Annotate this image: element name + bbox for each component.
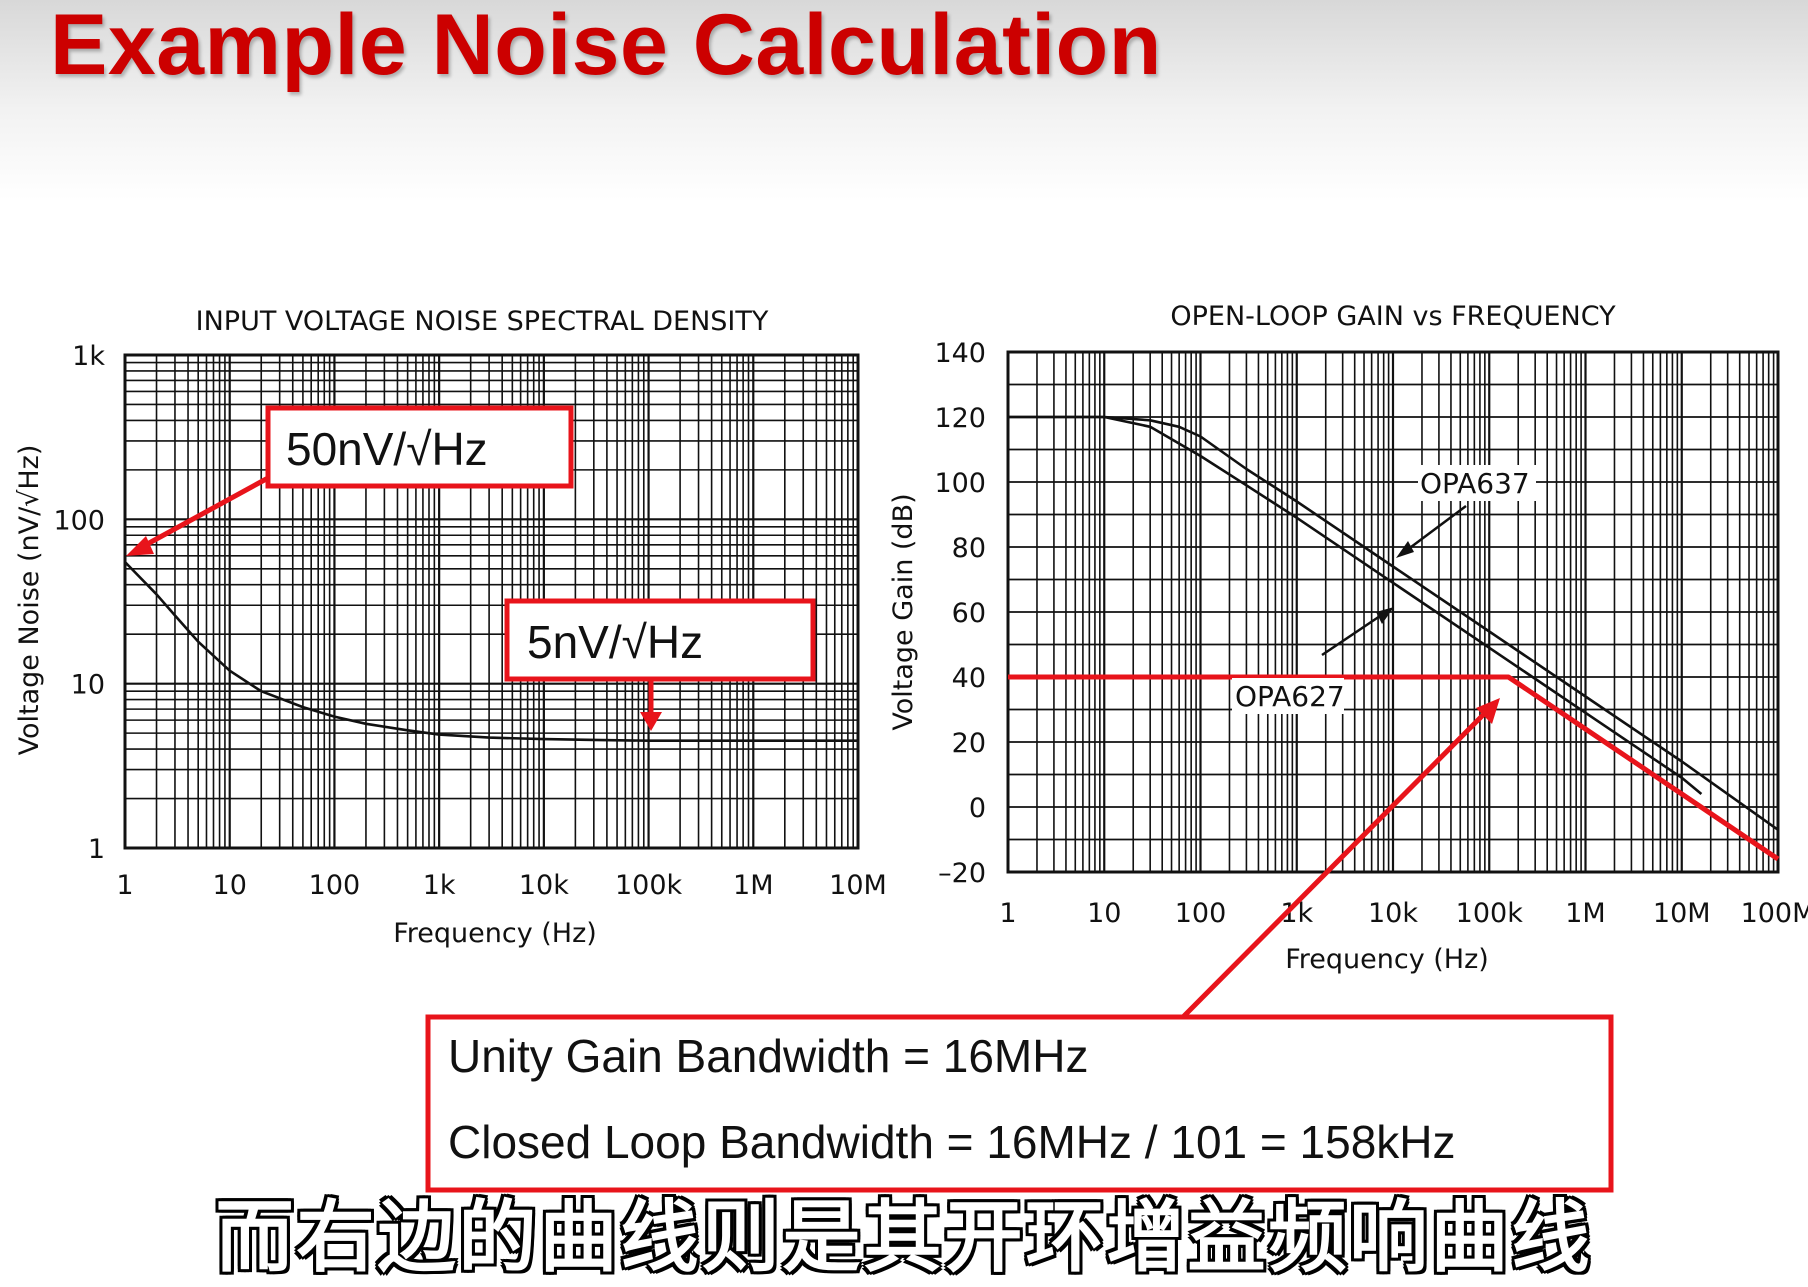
y-tick-label: 140 xyxy=(934,338,986,369)
callout-50nv-box xyxy=(265,405,574,489)
x-tick-label: 10k xyxy=(1368,898,1418,929)
callout-50nv-text: 50nV/√Hz xyxy=(286,423,488,475)
bandwidth-line1: Unity Gain Bandwidth = 16MHz xyxy=(448,1030,1088,1082)
gain-chart: OPEN-LOOP GAIN vs FREQUENCY 1 10 100 1k 10k 1… xyxy=(888,301,1808,975)
y-tick-label: 10 xyxy=(71,670,105,701)
opa627-label-bg xyxy=(1232,678,1344,714)
y-tick-label: –20 xyxy=(938,858,986,889)
callout-5nv-arrowhead xyxy=(640,712,662,731)
series-line-3 xyxy=(1008,674,1780,862)
x-tick-label: 1 xyxy=(999,898,1016,929)
x-tick-label: 1M xyxy=(1565,898,1605,929)
x-tick-label: 10 xyxy=(1087,898,1121,929)
noise-chart-y-ticks: 1 10 100 1k xyxy=(53,341,105,865)
gain-chart-title: OPEN-LOOP GAIN vs FREQUENCY xyxy=(1170,301,1616,332)
gain-chart-grid xyxy=(1006,351,1778,873)
x-tick-label: 100 xyxy=(309,870,361,901)
bandwidth-box xyxy=(425,1014,1614,1193)
opa627-label: OPA627 xyxy=(1235,680,1345,713)
callout-5nv-text: 5nV/√Hz xyxy=(527,616,703,668)
bandwidth-arrow xyxy=(1181,708,1490,1019)
callout-5nv-box xyxy=(504,598,816,682)
gain-chart-y-ticks: –20 0 20 40 60 80 100 120 140 xyxy=(934,338,986,889)
y-tick-label: 100 xyxy=(934,468,986,499)
y-tick-label: 120 xyxy=(934,403,986,434)
noise-chart-x-ticks: 1 10 100 1k 10k 100k 1M 10M xyxy=(116,870,886,901)
x-tick-label: 10M xyxy=(829,870,887,901)
noise-chart-frame xyxy=(123,353,860,850)
y-tick-label: 1k xyxy=(72,341,105,372)
opa637-leader xyxy=(1402,504,1467,555)
opa637-label: OPA637 xyxy=(1420,467,1530,500)
video-subtitle: 而右边的曲线则是其开环增益频响曲线 xyxy=(215,1193,1593,1283)
x-tick-label: 1M xyxy=(733,870,773,901)
y-tick-label: 100 xyxy=(53,505,105,536)
y-tick-label: 40 xyxy=(952,663,986,694)
noise-chart-xlabel: Frequency (Hz) xyxy=(393,918,597,949)
slide-title: Example Noise Calculation xyxy=(50,0,1162,93)
opa637-leader-head xyxy=(1396,541,1414,558)
x-tick-label: 10 xyxy=(213,870,247,901)
gain-chart-x-ticks: 1 10 100 1k 10k 100k 1M 10M 100M xyxy=(999,898,1808,929)
x-tick-label: 100k xyxy=(1456,898,1524,929)
noise-chart-ylabel: Voltage Noise (nV/√Hz) xyxy=(14,445,45,756)
y-tick-label: 0 xyxy=(969,793,986,824)
y-tick-label: 60 xyxy=(952,598,986,629)
gain-chart-ylabel: Voltage Gain (dB) xyxy=(888,493,919,730)
noise-chart-grid xyxy=(123,355,858,850)
noise-chart-title: INPUT VOLTAGE NOISE SPECTRAL DENSITY xyxy=(196,306,769,337)
y-tick-label: 1 xyxy=(88,834,105,865)
x-tick-label: 10k xyxy=(519,870,569,901)
series-line-1 xyxy=(124,561,858,743)
y-tick-label: 80 xyxy=(952,533,986,564)
annotations: 50nV/√Hz 5nV/√Hz Unity Gain Bandwidth = … xyxy=(126,405,1614,1193)
gain-chart-xlabel: Frequency (Hz) xyxy=(1285,944,1489,975)
opa627-leader-head xyxy=(1376,607,1394,624)
noise-chart-series xyxy=(124,561,858,743)
opa627-leader xyxy=(1321,610,1387,657)
bandwidth-arrowhead xyxy=(1476,698,1500,724)
title-band xyxy=(0,0,1808,200)
x-tick-label: 1 xyxy=(116,870,133,901)
gain-chart-series xyxy=(1008,415,1780,862)
gain-chart-frame xyxy=(1006,350,1780,874)
x-tick-label: 100M xyxy=(1741,898,1808,929)
noise-chart: INPUT VOLTAGE NOISE SPECTRAL DENSITY 1 10… xyxy=(14,306,887,949)
x-tick-label: 100 xyxy=(1175,898,1227,929)
y-tick-label: 20 xyxy=(952,728,986,759)
series-line-2 xyxy=(1008,415,1703,796)
x-tick-label: 10M xyxy=(1653,898,1711,929)
opa637-label-bg xyxy=(1418,465,1536,501)
callout-50nv-arrowhead xyxy=(126,536,154,556)
callout-50nv-arrow xyxy=(138,475,270,551)
series-line-1 xyxy=(1008,415,1779,831)
x-tick-label: 100k xyxy=(615,870,683,901)
bandwidth-line2: Closed Loop Bandwidth = 16MHz / 101 = 15… xyxy=(448,1116,1456,1168)
x-tick-label: 1k xyxy=(423,870,456,901)
